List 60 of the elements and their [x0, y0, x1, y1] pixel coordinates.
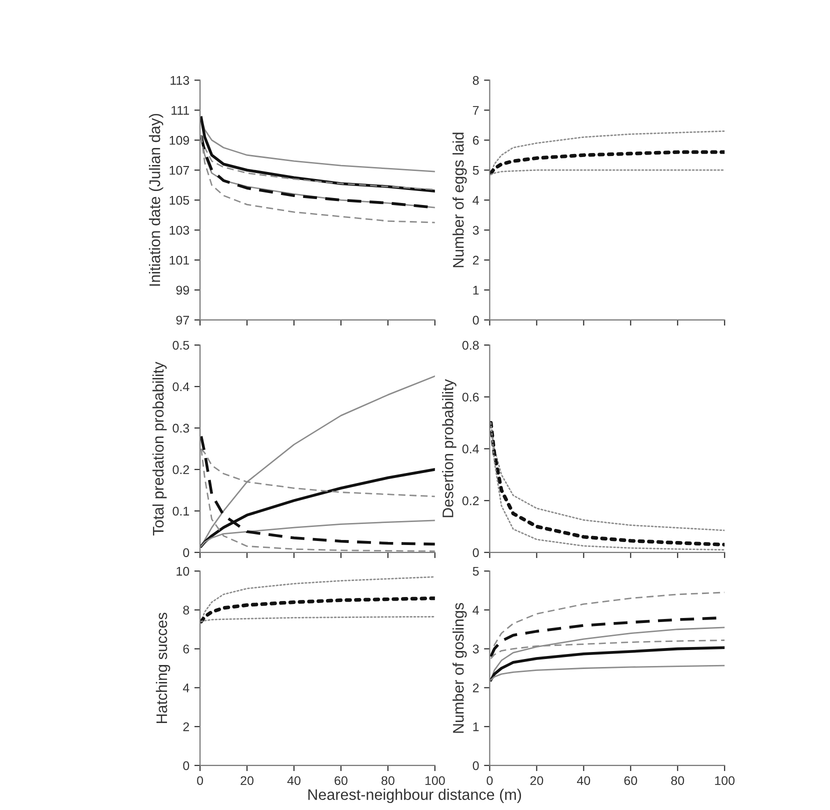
y-tick-label: 0.6 [462, 392, 479, 402]
x-tick-label: 20 [240, 776, 254, 786]
y-tick-label: 97 [176, 316, 189, 325]
y-tick-label: 2 [472, 256, 479, 265]
x-tick-label: 60 [334, 776, 348, 786]
y-tick-label: 7 [472, 106, 479, 115]
y-tick-label: 105 [170, 196, 190, 205]
y-tick-label: 0.8 [462, 340, 479, 350]
y-tick-label: 0 [472, 548, 479, 558]
y-tick-label: 99 [176, 286, 190, 295]
y-tick-label: 4 [472, 606, 479, 614]
y-tick-label: 3 [472, 644, 479, 654]
x-tick-label: 100 [425, 776, 445, 786]
x-tick-label: 80 [671, 776, 684, 786]
y-tick-label: 2 [472, 683, 479, 692]
y-tick-label: 111 [172, 106, 190, 115]
y-tick-label: 8 [183, 606, 190, 615]
y-tick-label: 3 [472, 226, 479, 235]
y-tick-label: 0 [472, 316, 479, 325]
y-tick-label: 0.1 [172, 506, 190, 516]
y-axis-title: Desertion probability [442, 379, 456, 518]
y-tick-label: 0.3 [172, 424, 190, 433]
y-axis-title: Number of goslings [452, 602, 467, 733]
y-tick-label: 0.2 [172, 465, 189, 474]
y-tick-label: 8 [472, 76, 479, 85]
x-tick-label: 100 [715, 776, 735, 786]
y-tick-label: 2 [183, 722, 189, 732]
y-tick-label: 4 [472, 196, 479, 205]
y-tick-label: 107 [170, 166, 189, 175]
y-tick-label: 0.5 [172, 340, 190, 350]
y-axis-title: Hatching succes [156, 612, 170, 724]
y-tick-label: 101 [170, 256, 190, 265]
y-tick-label: 6 [183, 644, 190, 654]
x-tick-label: 40 [287, 776, 300, 786]
y-tick-label: 10 [176, 566, 190, 576]
y-axis-title: Number of eggs laid [452, 132, 467, 268]
y-tick-label: 1 [473, 286, 479, 295]
y-tick-label: 0.4 [172, 382, 190, 392]
y-tick-label: 4 [182, 684, 190, 692]
x-tick-label: 20 [530, 776, 544, 786]
y-tick-label: 0 [472, 761, 479, 770]
y-tick-label: 5 [472, 166, 479, 175]
y-tick-label: 109 [170, 136, 190, 145]
x-tick-label: 40 [576, 776, 590, 786]
x-tick-label: 0 [197, 776, 204, 786]
x-tick-label: 0 [486, 776, 493, 786]
y-tick-label: 1 [473, 722, 479, 732]
y-tick-label: 6 [472, 136, 479, 145]
y-tick-label: 103 [170, 226, 190, 235]
x-axis-title: Nearest-neighbour distance (m) [308, 788, 522, 804]
y-tick-label: 0 [183, 761, 190, 770]
y-axis-title: Initiation date (Julian day) [148, 114, 164, 286]
y-tick-label: 5 [472, 566, 479, 576]
x-tick-label: 80 [382, 776, 394, 786]
y-tick-label: 113 [170, 76, 190, 85]
y-tick-label: 0.2 [462, 496, 479, 506]
y-tick-label: 0 [183, 548, 190, 558]
y-tick-label: 0.4 [462, 444, 479, 454]
x-tick-label: 60 [624, 776, 638, 786]
y-axis-title: Total predation probability [152, 362, 167, 536]
